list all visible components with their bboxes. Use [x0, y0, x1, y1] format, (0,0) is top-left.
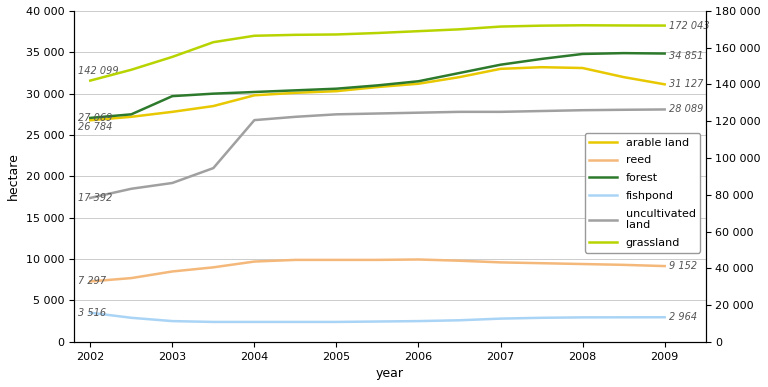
Text: 27 069: 27 069: [78, 113, 112, 123]
Text: 34 851: 34 851: [669, 51, 703, 62]
Text: 142 099: 142 099: [78, 66, 118, 76]
Text: 7 297: 7 297: [78, 276, 106, 286]
Text: 26 784: 26 784: [78, 122, 112, 132]
Legend: arable land, reed, forest, fishpond, uncultivated
land, grassland: arable land, reed, forest, fishpond, unc…: [584, 133, 700, 253]
Text: 17 392: 17 392: [78, 193, 112, 203]
X-axis label: year: year: [376, 367, 404, 380]
Y-axis label: hectare: hectare: [7, 152, 20, 200]
Text: 31 127: 31 127: [669, 79, 703, 89]
Text: 28 089: 28 089: [669, 104, 703, 113]
Text: 3 516: 3 516: [78, 308, 106, 318]
Text: 172 043: 172 043: [669, 21, 710, 31]
Text: 2 964: 2 964: [669, 312, 697, 322]
Text: 9 152: 9 152: [669, 261, 697, 271]
